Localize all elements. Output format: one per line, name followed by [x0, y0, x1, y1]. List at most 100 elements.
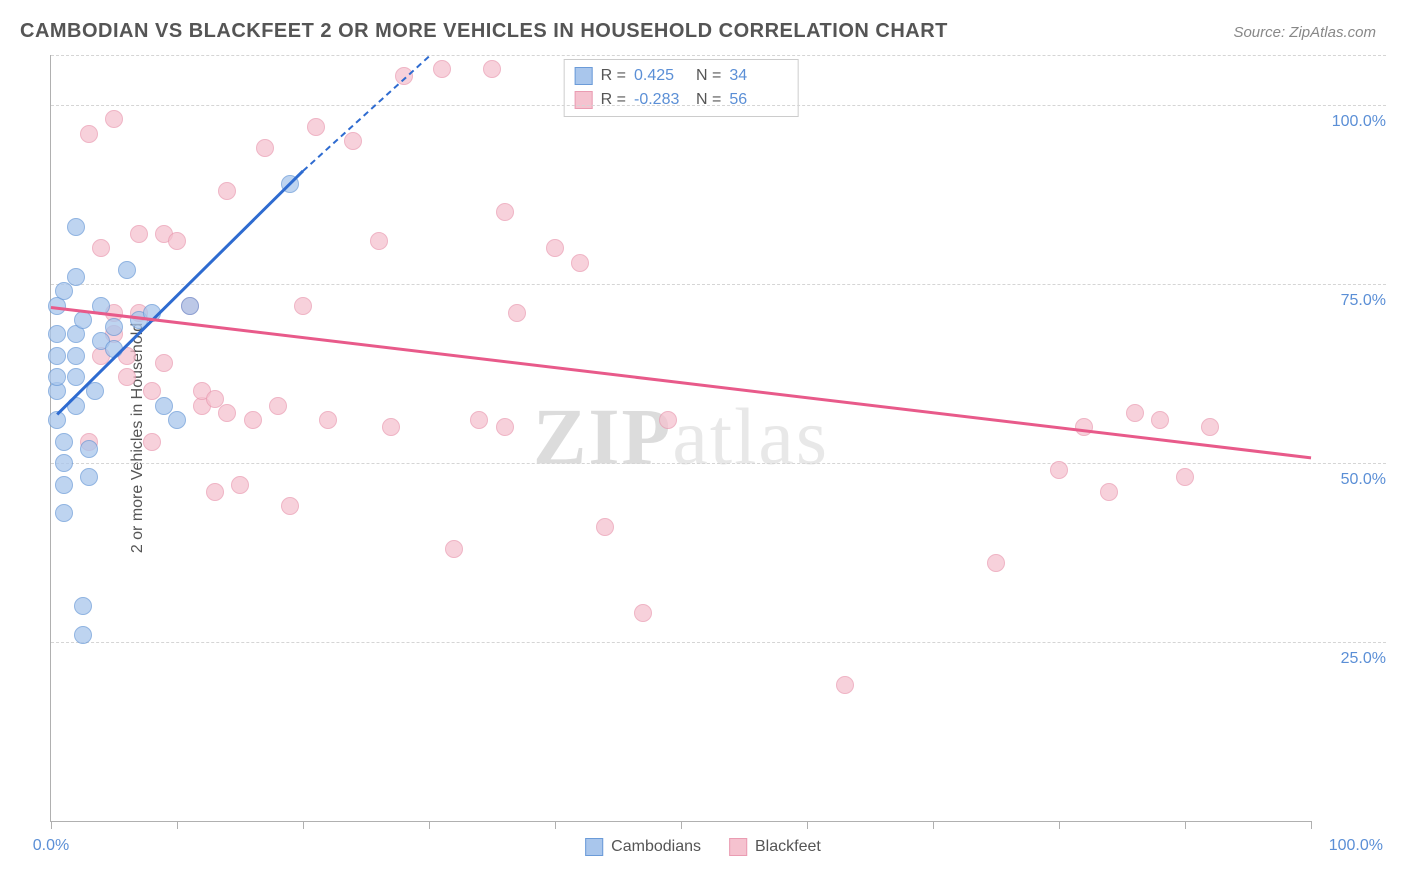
series1-point — [55, 476, 73, 494]
x-tick — [429, 821, 430, 829]
series2-point — [836, 676, 854, 694]
gridline — [51, 105, 1386, 106]
stats-row: R =0.425N =34 — [575, 64, 784, 88]
series1-point — [118, 261, 136, 279]
legend-item: Cambodians — [585, 838, 701, 856]
series1-point — [48, 368, 66, 386]
series2-point — [1176, 468, 1194, 486]
x-tick-label: 0.0% — [33, 837, 69, 855]
series2-point — [1151, 411, 1169, 429]
series2-point — [206, 483, 224, 501]
series2-point — [1075, 418, 1093, 436]
series2-point — [231, 476, 249, 494]
gridline — [51, 55, 1386, 56]
series2-point — [445, 540, 463, 558]
x-tick — [933, 821, 934, 829]
scatter-plot-area: ZIPatlas 2 or more Vehicles in Household… — [50, 55, 1311, 822]
series1-point — [168, 411, 186, 429]
series1-point — [67, 218, 85, 236]
series1-point — [55, 504, 73, 522]
series2-point — [496, 418, 514, 436]
x-tick — [555, 821, 556, 829]
series2-point — [155, 354, 173, 372]
stats-row: R =-0.283N =56 — [575, 88, 784, 112]
x-tick — [1185, 821, 1186, 829]
series2-point — [80, 125, 98, 143]
series2-point — [382, 418, 400, 436]
series2-point — [92, 239, 110, 257]
trend-line — [51, 306, 1311, 459]
series2-point — [634, 604, 652, 622]
series2-point — [433, 60, 451, 78]
series2-point — [571, 254, 589, 272]
x-tick — [681, 821, 682, 829]
series1-point — [48, 347, 66, 365]
series1-point — [105, 318, 123, 336]
legend-label: Cambodians — [611, 838, 701, 856]
series2-point — [344, 132, 362, 150]
legend-label: Blackfeet — [755, 838, 821, 856]
series1-point — [55, 454, 73, 472]
series2-point — [218, 404, 236, 422]
series1-point — [86, 382, 104, 400]
trend-line — [56, 170, 303, 415]
series1-point — [80, 440, 98, 458]
legend-swatch — [729, 838, 747, 856]
series2-point — [496, 203, 514, 221]
series2-point — [1100, 483, 1118, 501]
series2-point — [168, 232, 186, 250]
series2-point — [218, 182, 236, 200]
series1-point — [181, 297, 199, 315]
series1-point — [55, 282, 73, 300]
watermark: ZIPatlas — [533, 393, 829, 484]
series2-point — [1050, 461, 1068, 479]
x-tick-label: 100.0% — [1329, 837, 1383, 855]
series2-point — [281, 497, 299, 515]
series1-point — [74, 626, 92, 644]
series1-point — [74, 311, 92, 329]
series2-point — [307, 118, 325, 136]
series1-point — [80, 468, 98, 486]
y-tick-label: 25.0% — [1316, 650, 1386, 668]
x-tick — [303, 821, 304, 829]
series2-point — [130, 225, 148, 243]
legend-swatch — [575, 91, 593, 109]
series2-point — [987, 554, 1005, 572]
series2-point — [508, 304, 526, 322]
series2-point — [483, 60, 501, 78]
series1-point — [74, 597, 92, 615]
series2-point — [256, 139, 274, 157]
series1-point — [67, 368, 85, 386]
y-tick-label: 50.0% — [1316, 471, 1386, 489]
legend-swatch — [575, 67, 593, 85]
series2-point — [370, 232, 388, 250]
series2-point — [470, 411, 488, 429]
series2-point — [1126, 404, 1144, 422]
trend-line — [302, 55, 429, 171]
series2-point — [546, 239, 564, 257]
series2-point — [294, 297, 312, 315]
x-tick — [1311, 821, 1312, 829]
x-tick — [177, 821, 178, 829]
source-attribution: Source: ZipAtlas.com — [1233, 24, 1376, 41]
y-tick-label: 75.0% — [1316, 292, 1386, 310]
series2-point — [319, 411, 337, 429]
series2-point — [596, 518, 614, 536]
legend-item: Blackfeet — [729, 838, 821, 856]
x-tick — [807, 821, 808, 829]
series2-point — [143, 433, 161, 451]
correlation-stats-box: R =0.425N =34R =-0.283N =56 — [564, 59, 799, 117]
series2-point — [1201, 418, 1219, 436]
series2-point — [269, 397, 287, 415]
gridline — [51, 284, 1386, 285]
series2-point — [244, 411, 262, 429]
legend-swatch — [585, 838, 603, 856]
y-tick-label: 100.0% — [1316, 113, 1386, 131]
series1-point — [48, 325, 66, 343]
x-tick — [51, 821, 52, 829]
series1-point — [67, 347, 85, 365]
gridline — [51, 463, 1386, 464]
series-legend: Cambodians Blackfeet — [585, 838, 821, 856]
series1-point — [67, 268, 85, 286]
series2-point — [105, 110, 123, 128]
